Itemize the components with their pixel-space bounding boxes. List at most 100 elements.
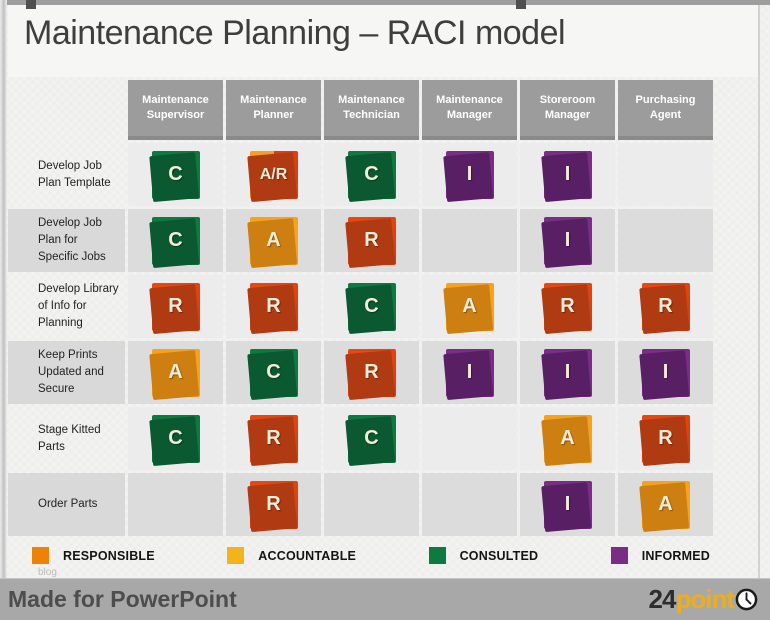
legend-swatch <box>610 547 628 564</box>
column-header: Maintenance Technician <box>324 80 419 140</box>
matrix-cell: C <box>324 143 419 206</box>
raci-box: R <box>347 216 396 265</box>
raci-box: C <box>151 216 200 265</box>
legend-label: ACCOUNTABLE <box>258 548 357 563</box>
matrix-cell: A/R <box>226 143 321 206</box>
row-label: Keep Prints Updated and Secure <box>8 341 125 404</box>
matrix-cell: A <box>618 473 713 536</box>
matrix-cell: I <box>422 341 517 404</box>
raci-box: A <box>151 348 200 397</box>
legend-swatch <box>32 547 49 564</box>
column-header: Purchasing Agent <box>618 80 713 140</box>
made-for-text: Made for PowerPoint <box>8 586 237 612</box>
matrix-cell: I <box>520 473 615 536</box>
raci-box: R <box>641 282 690 331</box>
clock-icon <box>735 588 758 611</box>
matrix-cell <box>618 143 713 206</box>
matrix-cell: R <box>520 275 615 338</box>
raci-box: A <box>543 414 592 463</box>
matrix-cell: A <box>520 407 615 470</box>
matrix-cell: R <box>226 407 321 470</box>
matrix-cell <box>128 473 223 536</box>
legend-item: INFORMED <box>610 547 710 564</box>
raci-box: C <box>347 150 396 199</box>
legend-label: CONSULTED <box>459 548 539 563</box>
brand-24: 24 <box>648 584 677 614</box>
raci-box: R <box>151 282 200 331</box>
column-header: Maintenance Planner <box>226 80 321 140</box>
raci-box: C <box>347 282 396 331</box>
matrix-cell: I <box>520 209 615 272</box>
matrix-cell: A <box>128 341 223 404</box>
top-edge-bar <box>0 0 770 5</box>
legend-swatch <box>428 547 446 564</box>
matrix-cell: I <box>422 143 517 206</box>
watermark: blog <box>38 567 57 578</box>
row-label: Stage Kitted Parts <box>38 423 101 453</box>
row-label: Order Parts <box>8 473 125 536</box>
matrix-cell: R <box>226 473 321 536</box>
matrix-cell <box>422 407 517 470</box>
raci-box: R <box>249 282 298 331</box>
matrix-cell: R <box>618 407 713 470</box>
raci-box: I <box>641 348 690 397</box>
table-corner-cell <box>8 80 125 140</box>
row-label: Develop Library of Info for Planning <box>38 283 119 329</box>
raci-box: I <box>543 480 592 529</box>
raci-box: I <box>543 150 592 199</box>
matrix-cell: C <box>226 341 321 404</box>
raci-box: C <box>347 414 396 463</box>
raci-box: R <box>249 414 298 463</box>
matrix-cell: C <box>324 275 419 338</box>
raci-box: C <box>151 414 200 463</box>
legend-item: CONSULTED <box>428 547 539 564</box>
row-label: Develop Job Plan for Specific Jobs <box>8 209 125 272</box>
matrix-cell: R <box>618 275 713 338</box>
title-area <box>8 5 758 77</box>
raci-box: I <box>543 348 592 397</box>
footer-bar: Made for PowerPoint 24 point <box>0 578 770 620</box>
top-edge-mark-right <box>516 0 526 9</box>
raci-table: Maintenance Supervisor Maintenance Planne… <box>8 80 713 536</box>
matrix-cell <box>422 473 517 536</box>
column-header: Storeroom Manager <box>520 80 615 140</box>
legend-item: ACCOUNTABLE <box>227 547 356 564</box>
matrix-cell: R <box>324 341 419 404</box>
matrix-cell <box>422 209 517 272</box>
matrix-cell: A <box>226 209 321 272</box>
raci-box: R <box>641 414 690 463</box>
row-label: Develop Job Plan Template <box>38 159 111 189</box>
legend: RESPONSIBLE ACCOUNTABLE CONSULTED INFORMED <box>32 547 710 564</box>
raci-box: A <box>641 480 690 529</box>
raci-box: I <box>543 216 592 265</box>
matrix-cell: R <box>226 275 321 338</box>
raci-box: C <box>249 348 298 397</box>
legend-label: RESPONSIBLE <box>63 548 155 563</box>
matrix-cell <box>618 209 713 272</box>
page-title: Maintenance Planning – RACI model <box>24 14 566 52</box>
raci-box: C <box>151 150 200 199</box>
matrix-cell <box>324 473 419 536</box>
brand-point: point <box>675 584 735 614</box>
matrix-cell: R <box>324 209 419 272</box>
matrix-cell: C <box>128 209 223 272</box>
raci-box: R <box>347 348 396 397</box>
matrix-cell: C <box>128 407 223 470</box>
raci-box: R <box>543 282 592 331</box>
legend-item: RESPONSIBLE <box>32 547 155 564</box>
matrix-cell: I <box>520 143 615 206</box>
left-edge-border <box>0 0 7 620</box>
raci-box: R <box>249 480 298 529</box>
raci-box: I <box>445 348 494 397</box>
legend-swatch <box>227 547 245 564</box>
raci-box: A <box>445 282 494 331</box>
matrix-cell: I <box>520 341 615 404</box>
matrix-cell: C <box>128 143 223 206</box>
matrix-cell: I <box>618 341 713 404</box>
column-header: Maintenance Supervisor <box>128 80 223 140</box>
matrix-cell: C <box>324 407 419 470</box>
brand-logo: 24 point <box>649 584 758 615</box>
column-header: Maintenance Manager <box>422 80 517 140</box>
raci-box: A <box>249 216 298 265</box>
